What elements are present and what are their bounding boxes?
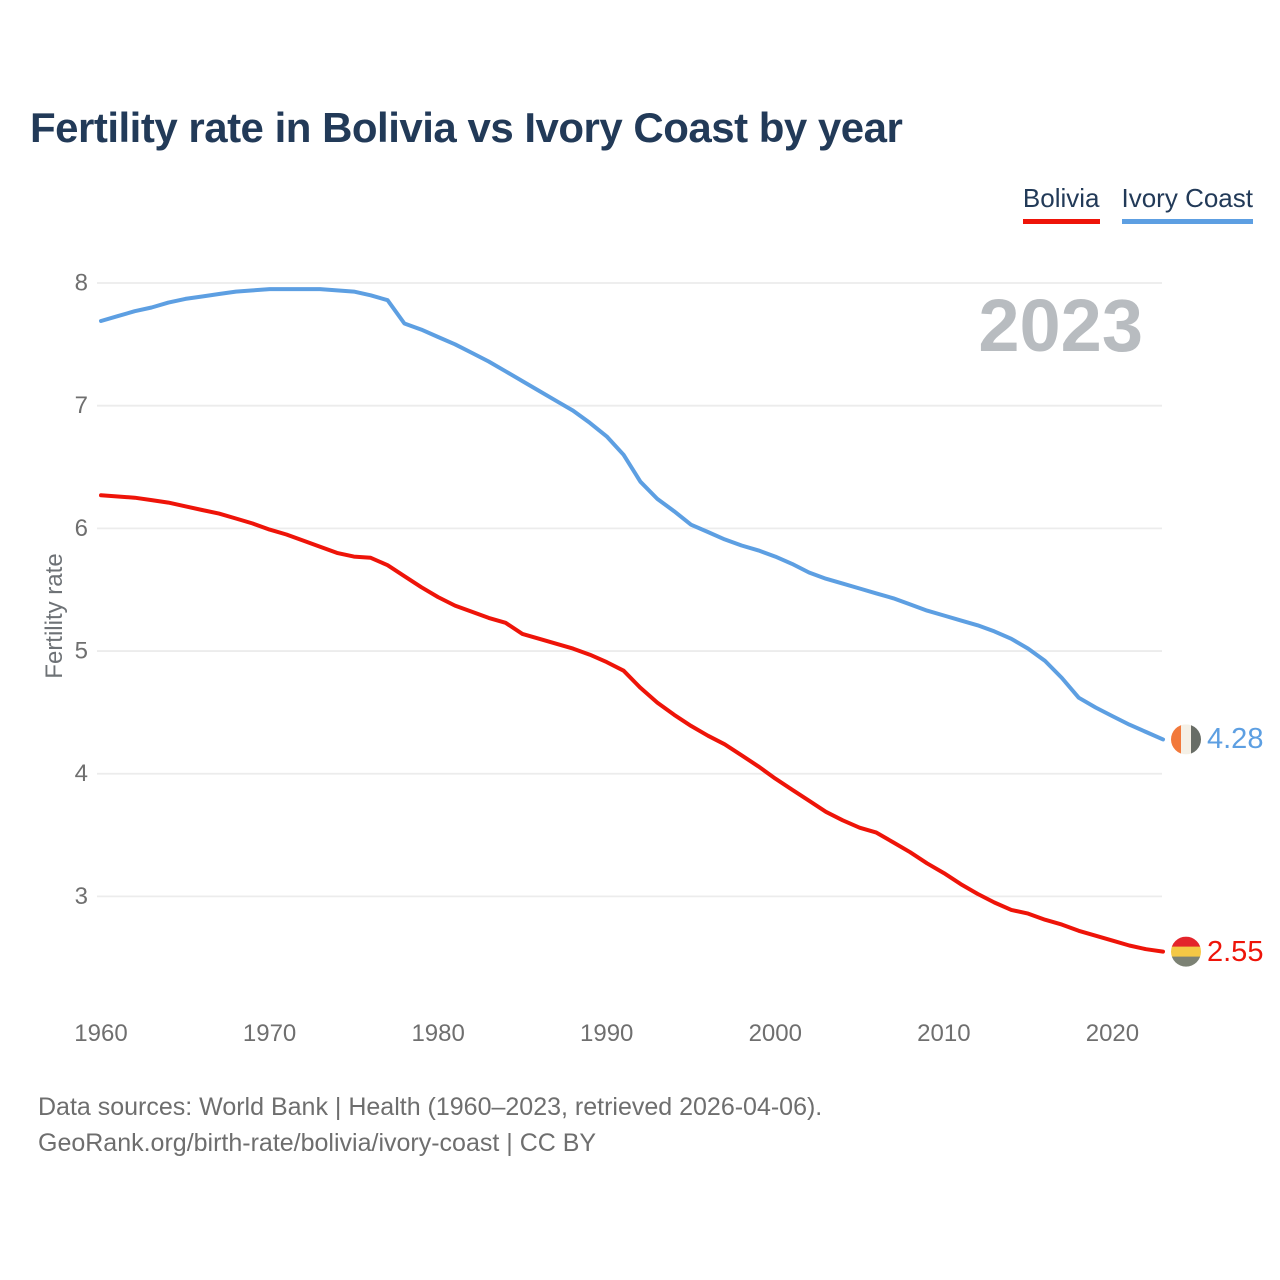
x-tick-label: 2010: [917, 1020, 970, 1047]
y-tick-label: 5: [75, 638, 88, 665]
series-line-ivory-coast[interactable]: [99, 287, 1165, 742]
y-tick-label: 4: [75, 760, 88, 787]
end-value-bolivia: 2.55: [1207, 936, 1264, 968]
x-tick-label: 1990: [580, 1020, 633, 1047]
chart-title: Fertility rate in Bolivia vs Ivory Coast…: [30, 104, 903, 151]
series-line-bolivia[interactable]: [99, 493, 1165, 954]
legend-item-ivory-coast[interactable]: Ivory Coast: [1121, 183, 1253, 224]
footer-sources: Data sources: World Bank | Health (1960–…: [38, 1093, 823, 1121]
flag-ivory-coast-icon: [1171, 724, 1201, 755]
footer-attribution: GeoRank.org/birth-rate/bolivia/ivory-coa…: [38, 1129, 597, 1157]
x-tick-label: 1980: [411, 1020, 464, 1047]
x-tick-label: 1970: [243, 1020, 296, 1047]
y-tick-label: 6: [75, 515, 88, 542]
x-tick-label: 2020: [1086, 1020, 1139, 1047]
legend: Bolivia Ivory Coast: [1022, 183, 1253, 224]
y-tick-label: 3: [75, 883, 88, 910]
x-tick-label: 1960: [74, 1020, 127, 1047]
year-watermark: 2023: [978, 284, 1143, 367]
legend-item-bolivia[interactable]: Bolivia: [1022, 183, 1100, 224]
gridlines: 8 7 6 5 4 3: [75, 270, 1162, 910]
x-axis-labels: 1960 1970 1980 1990 2000 2010 2020: [74, 1020, 1139, 1047]
y-tick-label: 7: [75, 392, 88, 419]
footer: Data sources: World Bank | Health (1960–…: [38, 1089, 822, 1161]
flag-bolivia-icon: [1171, 936, 1201, 967]
end-value-ivory-coast: 4.28: [1207, 723, 1264, 755]
y-tick-label: 8: [75, 270, 88, 297]
x-tick-label: 2000: [749, 1020, 802, 1047]
